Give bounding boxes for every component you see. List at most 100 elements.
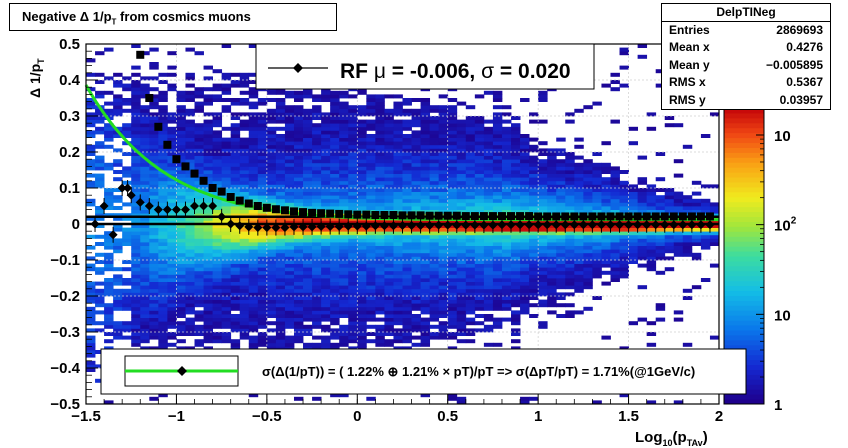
- heatmap-cell: [248, 162, 259, 167]
- heatmap-cell: [230, 173, 241, 178]
- heatmap-cell: [529, 112, 539, 117]
- heatmap-cell: [149, 346, 159, 351]
- heatmap-cell: [456, 159, 467, 164]
- heatmap-cell: [429, 177, 440, 182]
- heatmap-cell: [465, 209, 476, 214]
- heatmap-cell: [529, 227, 539, 232]
- heatmap-cell: [483, 166, 494, 171]
- heatmap-cell: [411, 227, 421, 232]
- heatmap-cell: [565, 180, 575, 185]
- heatmap-cell: [366, 292, 376, 297]
- heatmap-cell: [483, 173, 494, 178]
- heatmap-cell: [429, 184, 440, 189]
- heatmap-cell: [520, 267, 530, 272]
- heatmap-cell: [194, 285, 204, 290]
- heatmap-cell: [465, 310, 476, 315]
- heatmap-cell: [104, 346, 114, 351]
- heatmap-cell: [293, 180, 304, 185]
- heatmap-cell: [95, 267, 105, 272]
- heatmap-cell: [140, 184, 150, 189]
- stats-label: RMS x: [669, 75, 706, 90]
- heatmap-cell: [185, 130, 195, 135]
- heatmap-cell: [95, 288, 105, 293]
- heatmap-cell: [465, 306, 476, 311]
- heatmap-cell: [520, 180, 530, 185]
- heatmap-cell: [330, 195, 340, 200]
- heatmap-cell: [131, 137, 141, 142]
- heatmap-cell: [709, 220, 720, 225]
- mean-point: [298, 222, 308, 232]
- palette-step: [724, 196, 764, 203]
- palette-step: [724, 305, 764, 311]
- heatmap-cell: [303, 173, 313, 178]
- heatmap-cell: [248, 80, 259, 84]
- heatmap-cell: [140, 188, 150, 192]
- heatmap-cell: [366, 144, 376, 149]
- heatmap-cell: [203, 270, 213, 275]
- heatmap-cell: [221, 44, 232, 48]
- heatmap-cell: [492, 209, 503, 214]
- heatmap-cell: [700, 245, 711, 250]
- heatmap-cell: [411, 285, 421, 290]
- heatmap-cell: [474, 184, 485, 189]
- heatmap-cell: [438, 94, 449, 99]
- heatmap-cell: [140, 220, 150, 225]
- heatmap-cell: [456, 281, 467, 286]
- heatmap-cell: [447, 245, 458, 250]
- heatmap-cell: [212, 177, 223, 182]
- heatmap-cell: [565, 238, 575, 243]
- heatmap-cell: [257, 234, 268, 239]
- heatmap-cell: [429, 252, 440, 257]
- heatmap-cell: [330, 278, 340, 282]
- heatmap-cell: [366, 285, 376, 290]
- heatmap-cell: [284, 263, 295, 268]
- sigma-point: [443, 211, 452, 220]
- heatmap-cell: [266, 166, 277, 171]
- heatmap-cell: [339, 126, 349, 131]
- heatmap-cell: [194, 206, 204, 210]
- heatmap-cell: [239, 256, 250, 261]
- heatmap-cell: [574, 256, 584, 261]
- heatmap-cell: [547, 224, 557, 228]
- heatmap-cell: [474, 285, 485, 290]
- heatmap-cell: [149, 263, 159, 268]
- heatmap-cell: [167, 303, 177, 308]
- heatmap-cell: [158, 80, 168, 84]
- palette-step: [724, 142, 764, 148]
- heatmap-cell: [411, 278, 421, 282]
- heatmap-cell: [194, 87, 204, 92]
- heatmap-cell: [239, 285, 250, 290]
- heatmap-cell: [366, 184, 376, 189]
- heatmap-cell: [257, 281, 268, 286]
- heatmap-cell: [393, 332, 403, 336]
- heatmap-cell: [167, 216, 177, 221]
- heatmap-cell: [700, 184, 711, 189]
- heatmap-cell: [538, 188, 548, 192]
- heatmap-cell: [682, 198, 693, 203]
- heatmap-cell: [348, 288, 358, 293]
- stats-row: RMS x 0.5367: [662, 74, 830, 91]
- heatmap-cell: [312, 270, 322, 275]
- x-tick-label: 1: [534, 408, 542, 425]
- heatmap-cell: [140, 306, 150, 311]
- heatmap-cell: [330, 162, 340, 167]
- heatmap-cell: [592, 400, 602, 405]
- heatmap-cell: [284, 292, 295, 297]
- heatmap-cell: [167, 310, 177, 315]
- heatmap-cell: [375, 292, 385, 297]
- heatmap-cell: [158, 116, 168, 120]
- heatmap-cell: [465, 339, 476, 344]
- heatmap-cell: [411, 324, 421, 329]
- heatmap-cell: [275, 238, 286, 243]
- heatmap-cell: [140, 209, 150, 214]
- heatmap-cell: [619, 252, 629, 257]
- heatmap-cell: [538, 220, 548, 225]
- heatmap-cell: [167, 130, 177, 135]
- heatmap-cell: [312, 292, 322, 297]
- heatmap-cell: [556, 278, 566, 282]
- heatmap-cell: [330, 288, 340, 293]
- heatmap-cell: [420, 242, 431, 246]
- heatmap-cell: [619, 209, 629, 214]
- heatmap-cell: [511, 292, 521, 297]
- heatmap-cell: [429, 292, 440, 297]
